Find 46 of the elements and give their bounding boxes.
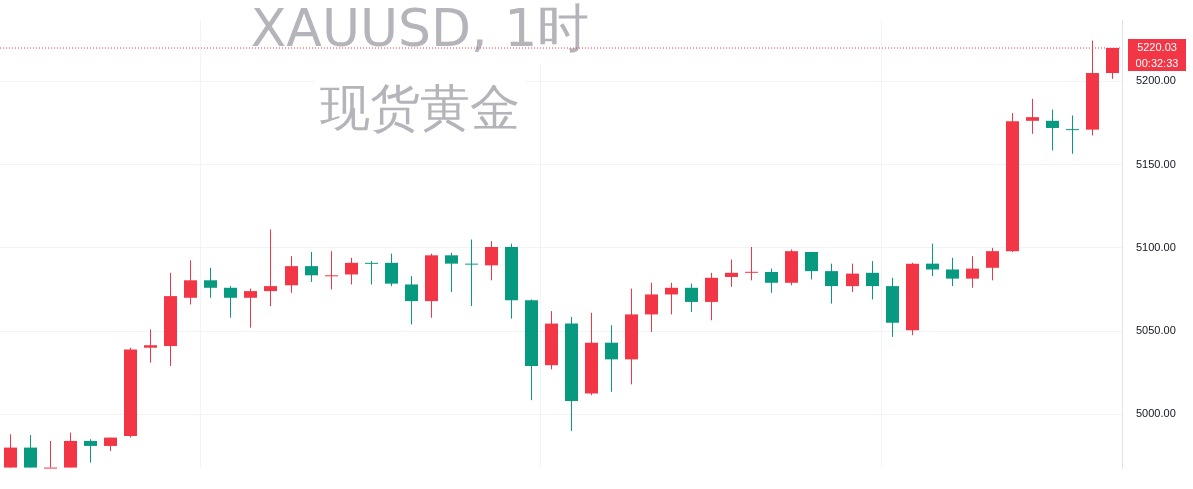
candlestick	[946, 257, 959, 287]
candlestick	[966, 255, 979, 289]
candlestick	[345, 257, 358, 285]
candlestick	[44, 440, 57, 469]
candlestick	[4, 433, 17, 469]
candlestick	[24, 434, 37, 469]
candlestick	[685, 283, 698, 313]
candlestick	[184, 259, 197, 305]
y-tick-label: 5150.00	[1136, 157, 1176, 170]
chart-title: XAUUSD, 1时	[250, 0, 590, 58]
candlestick	[665, 282, 678, 315]
y-tick-label: 5000.00	[1136, 407, 1176, 420]
candlestick	[846, 263, 859, 293]
candlestick	[745, 246, 758, 281]
candlestick	[204, 267, 217, 299]
candlestick	[805, 251, 818, 280]
candlestick	[986, 247, 999, 281]
y-tick-label: 5100.00	[1136, 240, 1176, 253]
candlestick	[725, 258, 738, 288]
candlestick	[224, 285, 237, 319]
candlestick	[264, 229, 277, 307]
candlestick	[305, 251, 318, 283]
candlestick	[405, 275, 418, 325]
candlestick	[144, 328, 157, 364]
y-tick-label: 5050.00	[1136, 324, 1176, 337]
candlestick	[765, 268, 778, 294]
candlestick	[285, 255, 298, 294]
candlestick	[645, 282, 658, 333]
candlestick	[385, 253, 398, 287]
candlestick	[866, 260, 879, 300]
ref-line-label: 5220.03	[1137, 41, 1177, 54]
candlestick	[1026, 98, 1039, 135]
candlestick	[445, 252, 458, 293]
candlestick	[1066, 114, 1079, 155]
candlestick	[365, 260, 378, 285]
text: 00:32:33	[1135, 57, 1179, 70]
candlestick	[1046, 109, 1059, 151]
candlestick	[244, 288, 257, 329]
text: 现货黄金	[320, 78, 520, 137]
y-tick-label: 5200.00	[1136, 74, 1176, 87]
candlestick	[605, 324, 618, 393]
candlestick	[825, 263, 838, 305]
candlestick	[465, 239, 478, 307]
candlestick	[84, 438, 97, 464]
candlestick	[325, 250, 338, 290]
candlestick	[485, 240, 498, 281]
